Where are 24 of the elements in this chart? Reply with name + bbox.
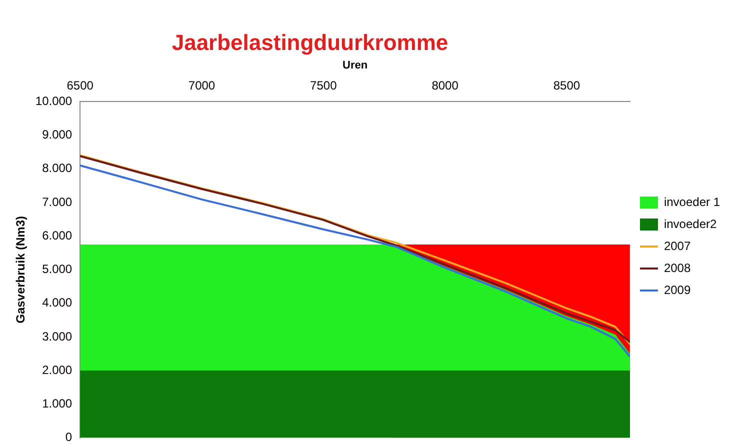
y-tick-label: 5.000: [42, 262, 72, 276]
y-tick-label: 6.000: [42, 228, 72, 242]
x-tick-label: 6500: [66, 78, 94, 93]
chart-title: Jaarbelastingduurkromme: [170, 30, 450, 56]
y-axis-title: Gasverbruik (Nm3): [14, 216, 28, 324]
y-tick-label: 0: [65, 430, 72, 444]
y-tick-label: 2.000: [42, 362, 72, 377]
legend-label: 2007: [664, 238, 691, 253]
x-tick-label: 7000: [188, 78, 216, 93]
x-tick-label: 7500: [310, 78, 338, 93]
y-tick-label: 3.000: [42, 329, 72, 344]
legend-label: invoeder2: [664, 216, 717, 231]
y-tick-label: 9.000: [42, 128, 72, 142]
legend-label: invoeder 1: [664, 194, 720, 209]
y-tick-label: 4.000: [42, 296, 72, 310]
y-tick-label: 1.000: [42, 396, 72, 410]
y-tick-label: 10.000: [35, 94, 72, 108]
x-axis-title: Uren: [342, 60, 368, 72]
legend-label: 2009: [664, 282, 691, 297]
y-tick-label: 8.000: [42, 161, 72, 176]
x-tick-label: 8500: [553, 78, 580, 93]
x-tick-label: 8000: [432, 78, 459, 93]
legend-label: 2008: [664, 260, 691, 275]
y-tick-label: 7.000: [42, 194, 72, 209]
